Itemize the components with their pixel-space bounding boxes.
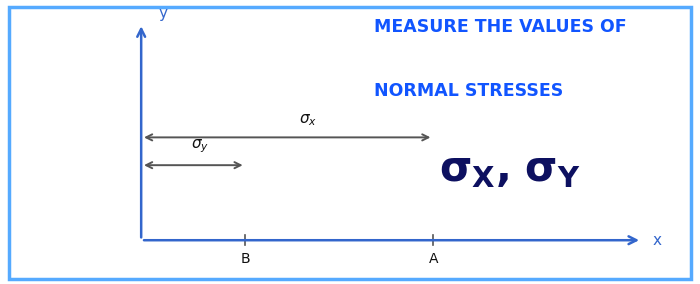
Text: $\sigma_x$: $\sigma_x$ xyxy=(299,112,317,128)
Text: $\sigma_y$: $\sigma_y$ xyxy=(191,138,209,155)
Text: MEASURE THE VALUES OF: MEASURE THE VALUES OF xyxy=(374,18,626,36)
Text: A: A xyxy=(428,252,438,266)
Text: B: B xyxy=(241,252,251,266)
Text: x: x xyxy=(652,233,662,248)
Text: NORMAL STRESSES: NORMAL STRESSES xyxy=(374,82,564,100)
Text: $\mathbf{\sigma_X}$$\mathbf{,}$ $\mathbf{\sigma_Y}$: $\mathbf{\sigma_X}$$\mathbf{,}$ $\mathbf… xyxy=(439,149,580,191)
Text: y: y xyxy=(159,6,167,21)
